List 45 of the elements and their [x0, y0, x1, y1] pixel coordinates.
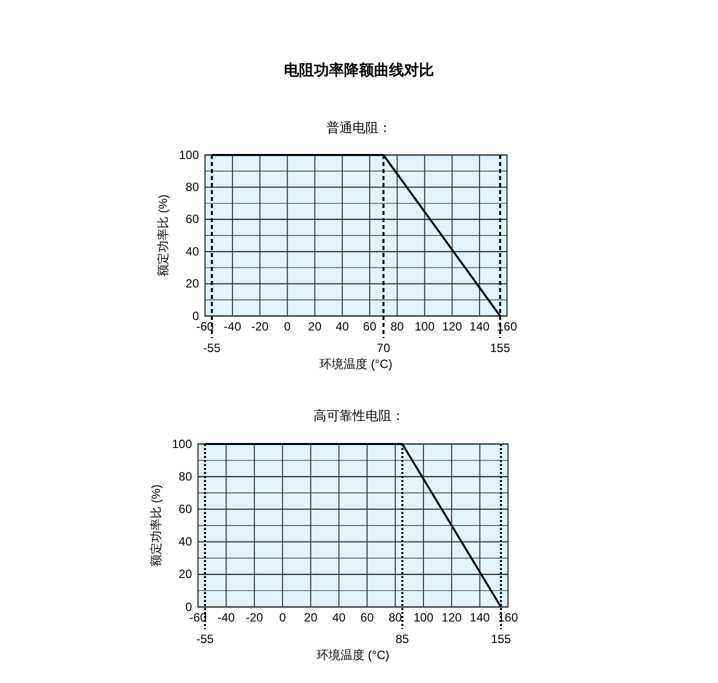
x-tick-label: 140 [470, 610, 490, 625]
y-tick-label: 0 [192, 308, 200, 323]
y-tick-label: 60 [178, 502, 192, 516]
ref-line-label: 85 [396, 632, 410, 646]
x-tick-label: 40 [332, 610, 346, 625]
y-axis-title: 额定功率比 (%) [156, 194, 170, 276]
x-tick-label: 80 [390, 320, 404, 334]
ref-line-label: 155 [490, 632, 512, 646]
chart-subtitle: 普通电阻： [326, 120, 392, 135]
chart-title: 高可靠性电阻： [314, 408, 404, 423]
x-tick-label: 120 [442, 610, 462, 625]
y-tick-label: 80 [186, 180, 200, 194]
y-tick-label: 20 [178, 567, 192, 582]
x-tick-label: -20 [251, 320, 269, 334]
y-axis-title: 额定功率比 (%) [149, 484, 163, 566]
x-tick-label: 0 [284, 320, 292, 334]
x-tick-label: 0 [279, 610, 286, 625]
x-tick-label: 80 [388, 610, 402, 625]
y-tick-label: 40 [178, 534, 192, 549]
x-axis-title: 环境温度 (°C) [320, 357, 392, 371]
ref-line-label: -55 [196, 632, 214, 646]
x-axis-title: 环境温度 (°C) [316, 648, 390, 662]
x-tick-label: -20 [246, 610, 264, 625]
x-tick-label: 60 [363, 320, 377, 334]
x-tick-label: 40 [336, 320, 350, 334]
x-tick-label: 20 [304, 610, 318, 625]
x-tick-label: 140 [470, 320, 490, 334]
ref-line-label: -55 [203, 341, 221, 355]
y-tick-label: 20 [186, 276, 200, 291]
x-tick-label: 100 [414, 320, 435, 334]
x-tick-label: 100 [413, 610, 434, 625]
y-tick-label: 100 [172, 436, 192, 451]
x-tick-label: -40 [218, 610, 236, 625]
y-tick-label: 80 [178, 469, 192, 484]
x-tick-label: -40 [224, 320, 242, 334]
ref-line-label: 155 [490, 341, 510, 355]
y-tick-label: 60 [186, 212, 200, 226]
y-tick-label: 40 [186, 244, 200, 258]
y-tick-label: 100 [178, 148, 200, 162]
x-tick-label: 20 [308, 320, 322, 334]
x-tick-label: 60 [360, 610, 374, 625]
chart-title: 电阻功率降额曲线对比 [284, 61, 434, 79]
x-tick-label: 120 [442, 320, 462, 334]
ref-line-label: 70 [376, 341, 390, 355]
y-tick-label: 0 [185, 600, 192, 614]
